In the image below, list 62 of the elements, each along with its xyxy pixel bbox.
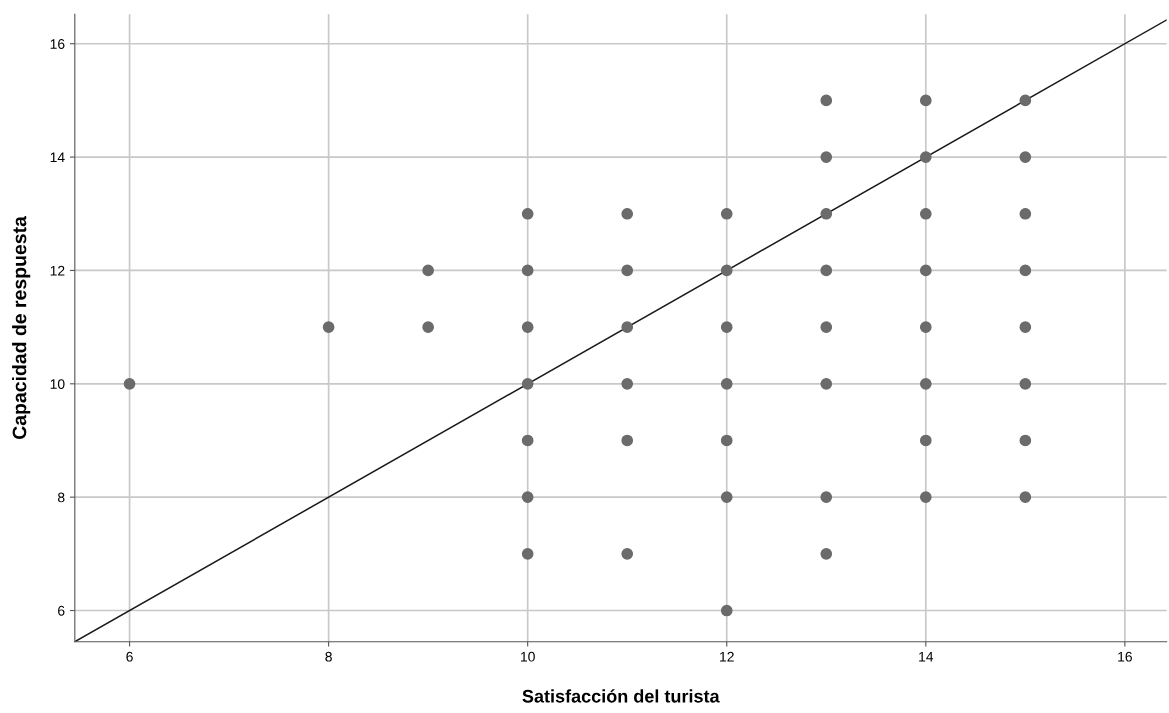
point (820, 377, 833, 390)
point (521, 491, 534, 504)
point (820, 491, 833, 504)
point (919, 321, 932, 333)
point (621, 548, 634, 560)
point (919, 151, 932, 163)
point (621, 207, 634, 220)
point (919, 264, 932, 277)
point (123, 377, 136, 390)
point (521, 264, 534, 277)
point (1019, 207, 1032, 220)
point (820, 207, 833, 220)
point (1019, 377, 1032, 390)
point (919, 207, 932, 220)
point (820, 151, 833, 163)
point (919, 491, 932, 504)
x-tick-label: 14 (919, 651, 934, 662)
point (820, 264, 833, 277)
point (521, 207, 534, 220)
point (621, 377, 634, 390)
point (1019, 434, 1032, 447)
point (720, 434, 733, 447)
point (621, 321, 634, 333)
point (720, 264, 733, 277)
point (720, 207, 733, 220)
x-tick-label: 16 (1118, 651, 1132, 662)
y-tick-label: 14 (50, 152, 65, 163)
point (521, 548, 534, 560)
point (720, 321, 733, 333)
y-tick-label: 12 (50, 265, 65, 276)
point (1019, 491, 1032, 504)
point (820, 321, 833, 333)
point (422, 321, 434, 333)
x-tick-label: 12 (720, 651, 734, 662)
point (919, 434, 932, 447)
x-tick-label: 6 (126, 651, 133, 662)
point (919, 94, 932, 107)
point (720, 377, 733, 390)
point (1019, 151, 1032, 163)
x-axis-title: Satisfacción del turista (522, 689, 720, 703)
point (1019, 94, 1032, 107)
y-tick-label: 6 (58, 605, 65, 616)
point (521, 377, 534, 390)
y-axis-title: Capacidad de respuesta (12, 216, 31, 440)
point (521, 321, 534, 333)
y-tick-label: 10 (50, 379, 65, 389)
point (621, 264, 634, 277)
x-tick-label: 8 (325, 651, 332, 662)
point (720, 491, 733, 504)
y-tick-label: 8 (57, 492, 65, 503)
point (422, 264, 434, 277)
point (521, 434, 534, 447)
point (1019, 264, 1032, 277)
y-tick-label: 16 (50, 39, 65, 49)
point (720, 604, 733, 617)
point (322, 321, 335, 333)
x-tick-label: 10 (521, 651, 535, 662)
point (1019, 321, 1032, 333)
point (919, 377, 932, 390)
point (621, 434, 634, 447)
point (820, 548, 833, 560)
point (820, 94, 833, 107)
